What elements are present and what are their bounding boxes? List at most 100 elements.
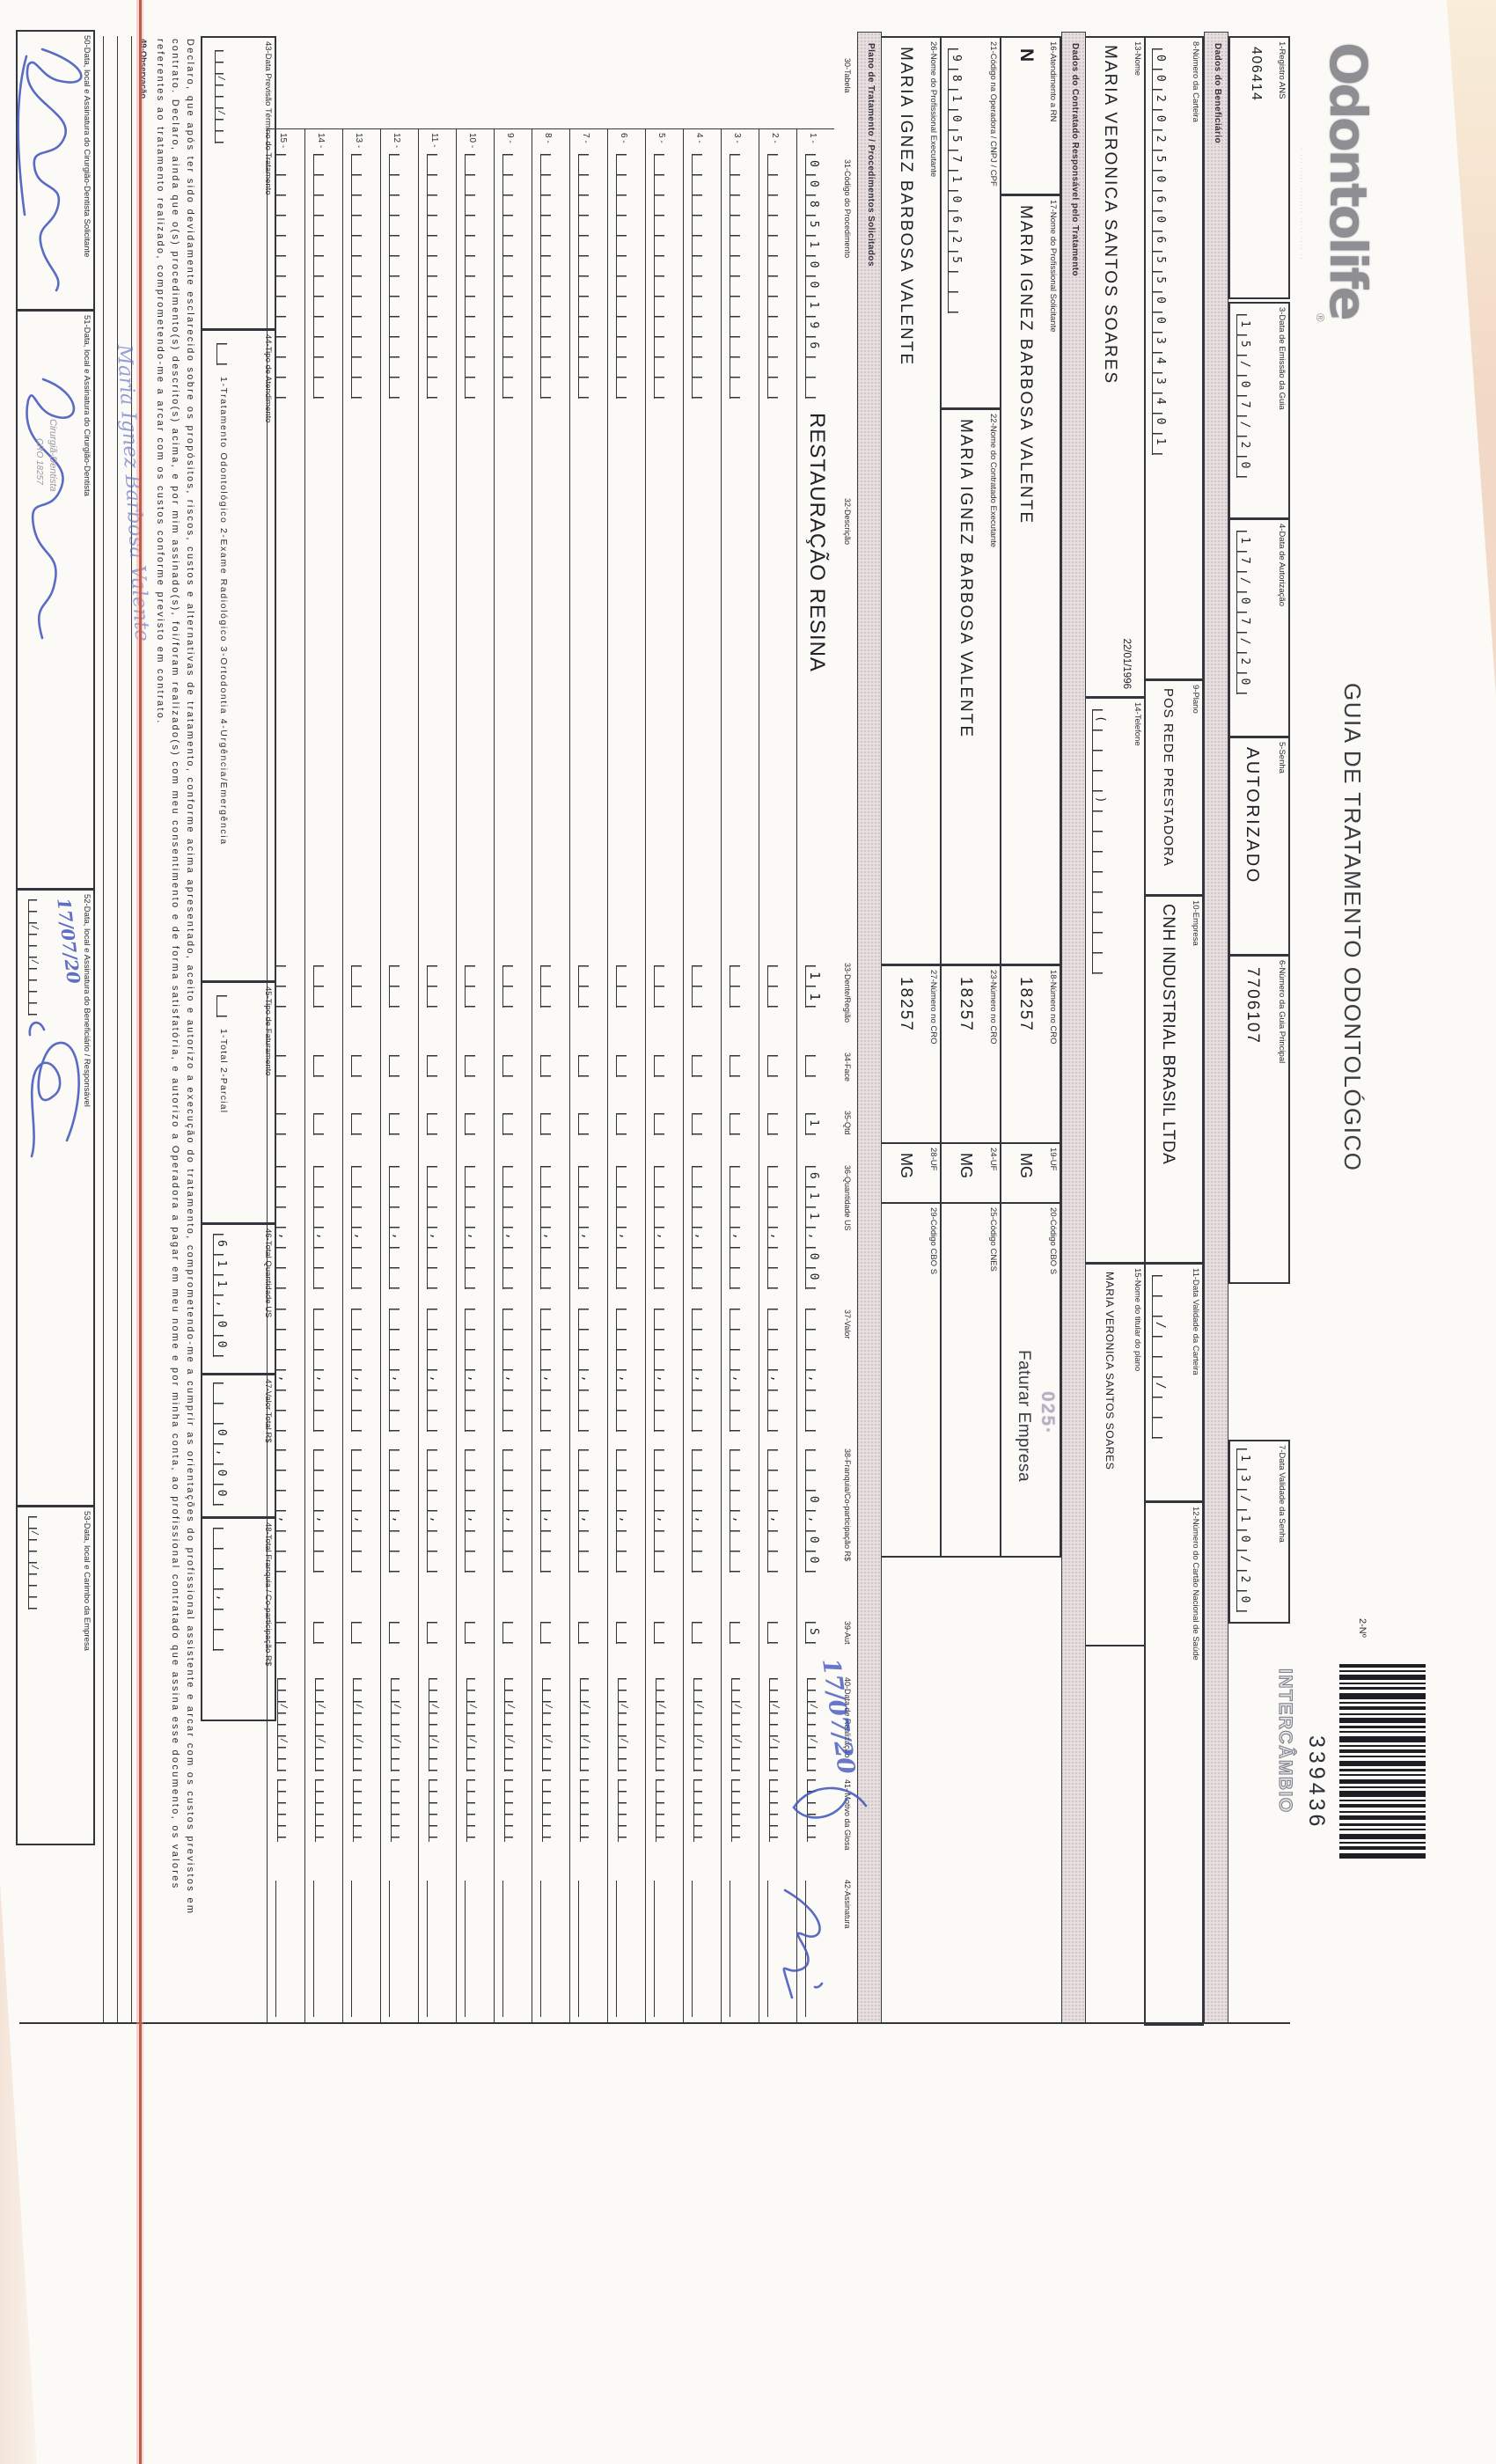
franquia-cells: 0,00 <box>805 1449 824 1577</box>
col-header-35: 35-Qtd <box>843 1111 852 1135</box>
total-quantidade-us-cells: 611,00 <box>213 1234 231 1361</box>
logo-wordmark: Odontolife <box>1318 42 1378 319</box>
data-validade-senha-cells: 13/10/20 <box>1236 1448 1255 1616</box>
codigo-procedimento-cells <box>616 154 634 399</box>
dente-regiao-cells: 11 <box>805 965 824 1014</box>
codigo-procedimento-cells <box>275 154 294 399</box>
assinatura-line <box>654 1881 655 2017</box>
tipo-atendimento-options: 1-Tratamento Odontológico 2-Exame Radiol… <box>218 377 229 846</box>
field-11-data-validade-carteira: 11-Data Validade da Carteira / / <box>1144 1263 1204 1502</box>
assinatura-line <box>540 1881 541 2017</box>
field-53-carimbo-empresa: 53-Data, local e Carimbo da Empresa / / <box>16 1506 95 1845</box>
face-cell <box>389 1055 407 1077</box>
aut-cell <box>578 1622 597 1644</box>
face-cell <box>654 1055 672 1077</box>
quantidade-us-cells: , <box>502 1166 521 1289</box>
signature-scribble-51 <box>26 378 76 640</box>
field-27-numero-cro: 27-Número no CRO 18257 <box>880 964 942 1144</box>
motivo-glosa-cells <box>391 1779 406 1842</box>
qtd-cell <box>427 1113 445 1135</box>
field-6-numero-guia-principal: 6-Número da Guia Principal 7706107 <box>1228 955 1290 1284</box>
data-realizacao-cells: / / <box>353 1678 368 1771</box>
dente-regiao-cells <box>730 965 748 1008</box>
face-cell <box>351 1055 370 1077</box>
col-header-42: 42-Assinatura <box>843 1880 852 1929</box>
motivo-glosa-cells <box>580 1779 595 1842</box>
quantidade-us-cells: , <box>389 1166 407 1289</box>
valor-cells: , <box>767 1309 786 1432</box>
field-24-uf: 24-UF MG <box>940 1142 1001 1204</box>
qtd-cell <box>578 1113 597 1135</box>
codigo-procedimento-cells <box>767 154 786 399</box>
data-realizacao-cells: / / <box>807 1678 822 1771</box>
total-franquia-cells: , <box>213 1528 231 1651</box>
assinatura-line <box>465 1881 466 2017</box>
numero-carteira-cells: 00202506065500343401 <box>1152 48 1170 458</box>
valor-cells: , <box>540 1309 559 1432</box>
data-previsao-cells: / / <box>215 50 230 143</box>
data-realizacao-cells: / / <box>693 1678 708 1771</box>
logo: Odontolife ® · ··· ····· ········ ····· … <box>1290 42 1378 333</box>
data-realizacao-cells: / / <box>731 1678 746 1771</box>
field-46-total-quantidade-us: 46-Total Quantidade US 611,00 <box>201 1223 276 1375</box>
dente-regiao-cells <box>389 965 407 1008</box>
row-number: 4 - <box>694 133 704 143</box>
procedure-row: 3 - , , , / / <box>721 129 759 2023</box>
field-4-data-autorizacao: 4-Data de Autorização 17/07/20 <box>1228 518 1290 737</box>
face-cell <box>465 1055 483 1077</box>
procedure-row: 2 - , , , / / <box>759 129 796 2023</box>
valor-cells: , <box>692 1309 710 1432</box>
franquia-cells: , <box>427 1449 445 1573</box>
qtd-cell <box>502 1113 521 1135</box>
valor-cells: , <box>616 1309 634 1432</box>
gto-form-document: Odontolife ® · ··· ····· ········ ····· … <box>11 5 1454 2029</box>
face-cell <box>578 1055 597 1077</box>
face-cell <box>692 1055 710 1077</box>
valor-cells: , <box>502 1309 521 1432</box>
dente-regiao-cells <box>540 965 559 1008</box>
motivo-glosa-cells <box>504 1779 519 1842</box>
face-cell <box>313 1055 332 1077</box>
aut-cell <box>616 1622 634 1644</box>
valor-cells: , <box>389 1309 407 1432</box>
col-header-37: 37-Valor <box>843 1309 852 1339</box>
qtd-cell <box>654 1113 672 1135</box>
face-cell <box>540 1055 559 1077</box>
col-header-34: 34-Face <box>843 1052 852 1082</box>
scanner-background-corner <box>1447 0 1496 695</box>
quantidade-us-cells: , <box>275 1166 294 1289</box>
observacao-rule <box>103 36 104 2022</box>
codigo-procedimento-cells: 0085100196 <box>805 154 824 399</box>
assinatura-line <box>767 1881 768 2017</box>
data-52-cells: / / <box>28 899 43 1016</box>
valor-total-cells: 0,00 <box>213 1382 231 1510</box>
codigo-procedimento-cells <box>654 154 672 399</box>
quantidade-us-cells: 611,00 <box>805 1166 824 1294</box>
data-validade-carteira-cells: / / <box>1152 1275 1170 1439</box>
section-band-beneficiario: Dados do Beneficiário <box>1204 32 1228 2024</box>
uf-contratado-value: MG <box>957 1153 975 1178</box>
aut-cell <box>351 1622 370 1644</box>
motivo-glosa-cells <box>466 1779 481 1842</box>
aut-cell <box>654 1622 672 1644</box>
guide-number: 339436 <box>1304 1735 1329 1830</box>
dente-regiao-cells <box>578 965 597 1008</box>
field-26-nome-profissional-executante: 26-Nome do Profissional Executante MARIA… <box>880 36 942 965</box>
codigo-operadora-cells: 98105710625 <box>948 48 966 313</box>
valor-cells: , <box>313 1309 332 1432</box>
assinatura-line <box>313 1881 314 2017</box>
cro-contratado-value: 18257 <box>957 977 975 1032</box>
data-realizacao-cells: / / <box>580 1678 595 1771</box>
field-12-cartao-nacional-saude: 12-Número do Cartão Nacional de Saúde <box>1144 1501 1204 2026</box>
data-realizacao-cells: / / <box>315 1678 330 1771</box>
procedure-row: 4 - , , , / / <box>683 129 721 2023</box>
dente-regiao-cells <box>654 965 672 1008</box>
registro-ans-value: 406414 <box>1249 47 1264 102</box>
faturar-empresa-text: Faturar Empresa <box>1015 1350 1033 1483</box>
observacao-rule <box>131 36 132 2022</box>
qtd-cell: 1 <box>805 1113 824 1140</box>
valor-cells: , <box>805 1309 824 1432</box>
cro-solicitante-value: 18257 <box>1016 977 1035 1032</box>
field-48-total-franquia: 48-Total Franquia / Co-participação R$ , <box>201 1517 276 1721</box>
motivo-glosa-cells <box>656 1779 671 1842</box>
